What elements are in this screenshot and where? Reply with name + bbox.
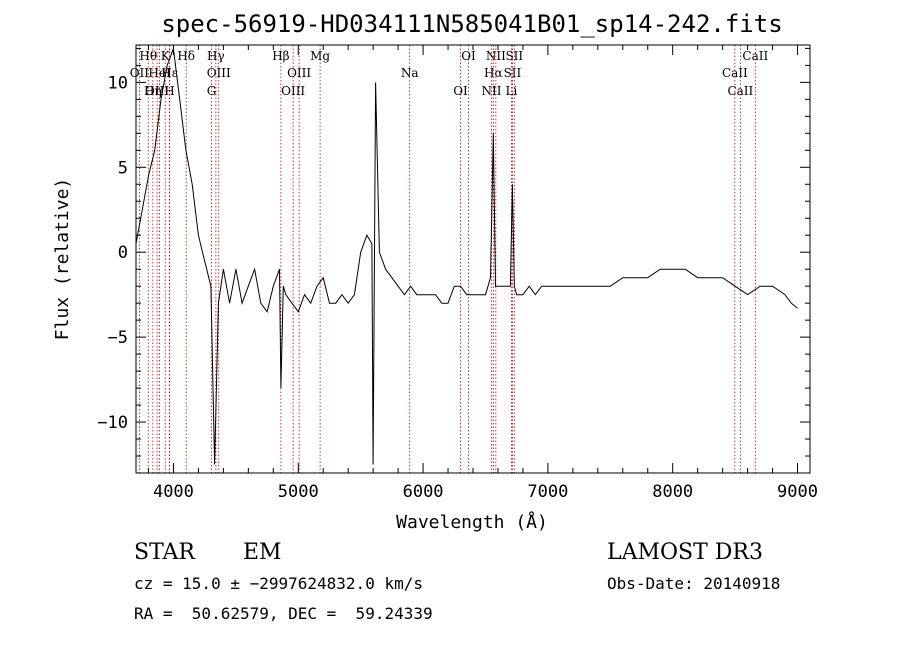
line-mark-label: OII xyxy=(130,66,150,80)
line-mark-label: Hη xyxy=(144,84,162,98)
line-mark-label: Hα xyxy=(484,66,503,80)
cz-text: cz = 15.0 ± −2997624832.0 km/s xyxy=(134,574,423,593)
line-mark-label: K xyxy=(161,49,171,63)
x-tick-label: 5000 xyxy=(278,482,319,502)
x-tick-label: 9000 xyxy=(777,482,818,502)
y-tick-label: 0 xyxy=(118,243,128,263)
y-tick-label: −10 xyxy=(97,413,128,433)
y-tick-label: −5 xyxy=(108,328,128,348)
line-mark-label: OI xyxy=(453,84,468,98)
line-mark-label: G xyxy=(207,84,217,98)
line-mark-label: SII xyxy=(505,49,523,63)
subclass-label: EM xyxy=(243,540,282,565)
y-axis-label: Flux (relative) xyxy=(52,178,73,341)
ticks: 4000 5000 6000 7000 8000 9000 −10 −5 0 5 10 xyxy=(97,45,818,502)
line-mark-label: CaII xyxy=(722,66,748,80)
series-line xyxy=(135,48,798,465)
line-mark-label: SII xyxy=(504,66,522,80)
plot-frame xyxy=(135,44,811,474)
line-mark-label: Hδ xyxy=(177,49,195,63)
x-axis-label: Wavelength (Å) xyxy=(396,511,548,533)
line-mark-label: OIII xyxy=(287,66,311,80)
line-mark-label: H xyxy=(164,84,174,98)
line-mark-label: NII xyxy=(481,84,501,98)
chart-title: spec-56919-HD034111N585041B01_sp14-242.f… xyxy=(161,10,782,38)
axes xyxy=(135,44,811,474)
line-mark-label: NII xyxy=(486,49,506,63)
y-tick-label: 5 xyxy=(118,158,128,178)
line-mark-label: Mg xyxy=(310,49,330,63)
series-layer xyxy=(135,48,798,465)
line-mark-label: Hθ xyxy=(139,49,157,63)
line-marks: HθOIIOIIIKHeIHηHδHεHHγOIIIGHβOIIIOIIIMgN… xyxy=(130,45,768,473)
x-tick-label: 8000 xyxy=(652,482,693,502)
obs-date-text: Obs-Date: 20140918 xyxy=(607,574,780,593)
class-label: STAR xyxy=(134,540,196,565)
x-tick-label: 7000 xyxy=(527,482,568,502)
line-mark-label: CaII xyxy=(742,49,768,63)
x-tick-label: 4000 xyxy=(153,482,194,502)
y-tick-label: 10 xyxy=(108,73,128,93)
line-mark-label: CaII xyxy=(727,84,753,98)
coords-text: RA = 50.62579, DEC = 59.24339 xyxy=(134,604,433,623)
x-tick-label: 6000 xyxy=(403,482,444,502)
line-mark-label: Hβ xyxy=(272,49,289,63)
line-mark-label: Na xyxy=(401,66,419,80)
line-mark-label: OIII xyxy=(207,66,231,80)
line-mark-label: OI xyxy=(461,49,476,63)
line-mark-label: Li xyxy=(506,84,518,98)
line-mark-label: Hγ xyxy=(207,49,225,63)
survey-label: LAMOST DR3 xyxy=(607,540,763,565)
line-mark-label: OIII xyxy=(281,84,305,98)
